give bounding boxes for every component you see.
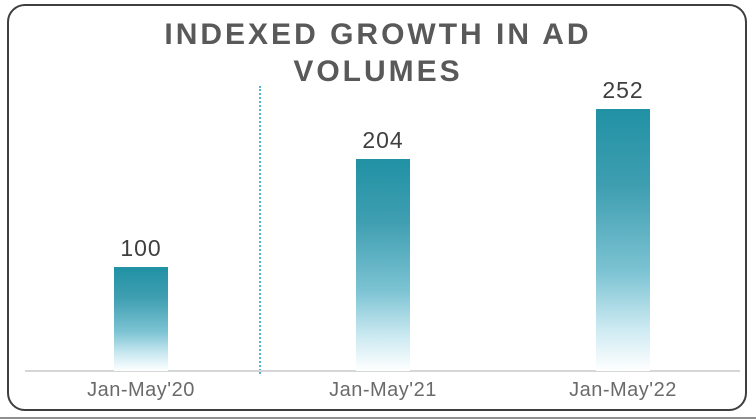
bar-jan-may-21 [356,159,410,371]
bar-jan-may-20 [114,267,168,371]
x-tick-label-jan-may-20: Jan-May'20 [87,379,195,401]
chart-title-line-1: INDEXED GROWTH IN AD [164,18,592,51]
x-axis-baseline [25,370,740,372]
bar-group-jan-may-22: 252 [596,77,650,371]
x-tick-label-jan-may-22: Jan-May'22 [569,379,677,401]
bar-group-jan-may-20: 100 [114,235,168,371]
dotted-divider-line [259,86,261,374]
chart-title-line-2: VOLUMES [293,55,463,88]
bar-value-label: 252 [602,77,644,103]
chart-title: INDEXED GROWTH IN AD VOLUMES [0,16,756,90]
bar-group-jan-may-21: 204 [356,127,410,371]
bar-value-label: 100 [120,235,162,261]
screenshot-bottom-edge-line [0,417,756,419]
bar-value-label: 204 [362,127,404,153]
bar-jan-may-22 [596,109,650,371]
rounded-frame-border [7,4,747,411]
x-tick-label-jan-may-21: Jan-May'21 [329,379,437,401]
